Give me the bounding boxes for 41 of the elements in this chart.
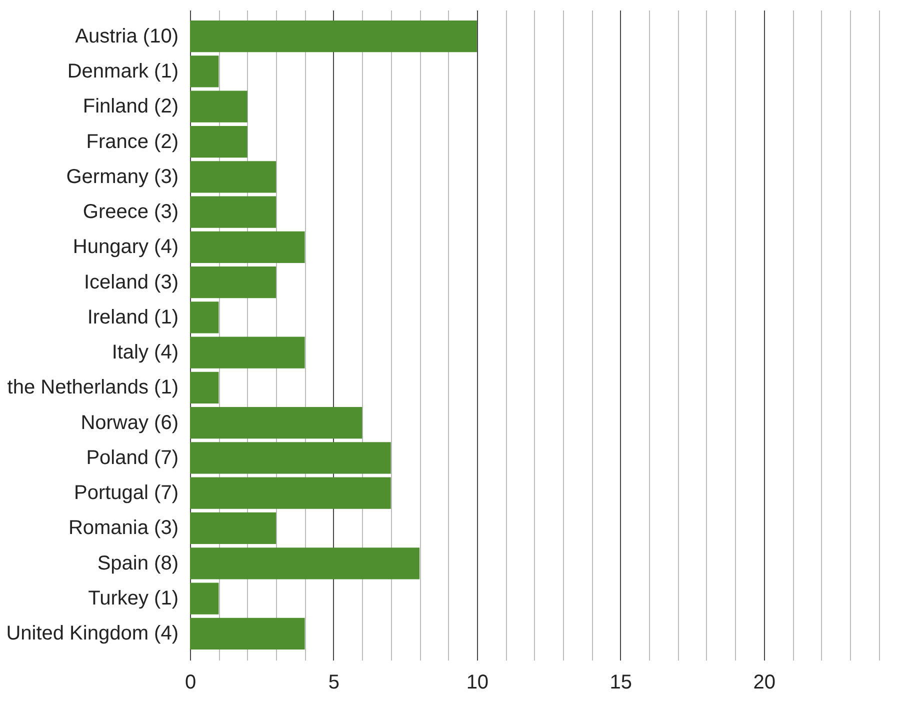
bar xyxy=(190,126,248,158)
x-tick-label: 20 xyxy=(753,672,776,694)
x-tick-label: 0 xyxy=(184,672,196,694)
bar xyxy=(190,407,362,439)
y-tick-label: Romania (3) xyxy=(68,517,178,540)
bar xyxy=(190,442,391,474)
y-tick-label: Spain (8) xyxy=(97,552,178,574)
y-tick-label: Finland (2) xyxy=(82,96,178,118)
y-tick-label: Denmark (1) xyxy=(67,60,178,82)
y-tick-label: Germany (3) xyxy=(66,166,178,188)
bar xyxy=(190,20,477,52)
y-tick-label: Ireland (1) xyxy=(87,306,178,328)
bar xyxy=(190,618,305,650)
y-tick-label: Hungary (4) xyxy=(72,236,178,258)
y-tick-label: Portugal (7) xyxy=(74,482,178,504)
bar xyxy=(190,161,276,193)
y-tick-label: Turkey (1) xyxy=(88,588,178,610)
bar xyxy=(190,56,219,88)
y-tick-label: Austria (10) xyxy=(75,25,178,48)
y-tick-label: France (2) xyxy=(86,130,178,153)
y-tick-label: Greece (3) xyxy=(82,201,178,224)
y-tick-label: Italy (4) xyxy=(112,342,178,364)
bar xyxy=(190,477,391,509)
bar xyxy=(190,231,305,263)
x-tick-label: 5 xyxy=(328,672,340,694)
y-tick-label: Iceland (3) xyxy=(84,271,178,294)
y-tick-label: the Netherlands (1) xyxy=(7,376,178,399)
bar xyxy=(190,336,305,368)
bar xyxy=(190,548,420,580)
bar xyxy=(190,90,248,122)
bar xyxy=(190,512,276,544)
x-tick-label: 10 xyxy=(466,672,489,694)
y-tick-label: Norway (6) xyxy=(80,412,178,434)
bar xyxy=(190,372,219,404)
bar xyxy=(190,266,276,298)
y-tick-label: Poland (7) xyxy=(86,446,178,469)
y-tick-label: United Kingdom (4) xyxy=(6,622,178,645)
bar xyxy=(190,302,219,334)
bar xyxy=(190,582,219,614)
bar xyxy=(190,196,276,228)
x-tick-label: 15 xyxy=(610,672,632,694)
